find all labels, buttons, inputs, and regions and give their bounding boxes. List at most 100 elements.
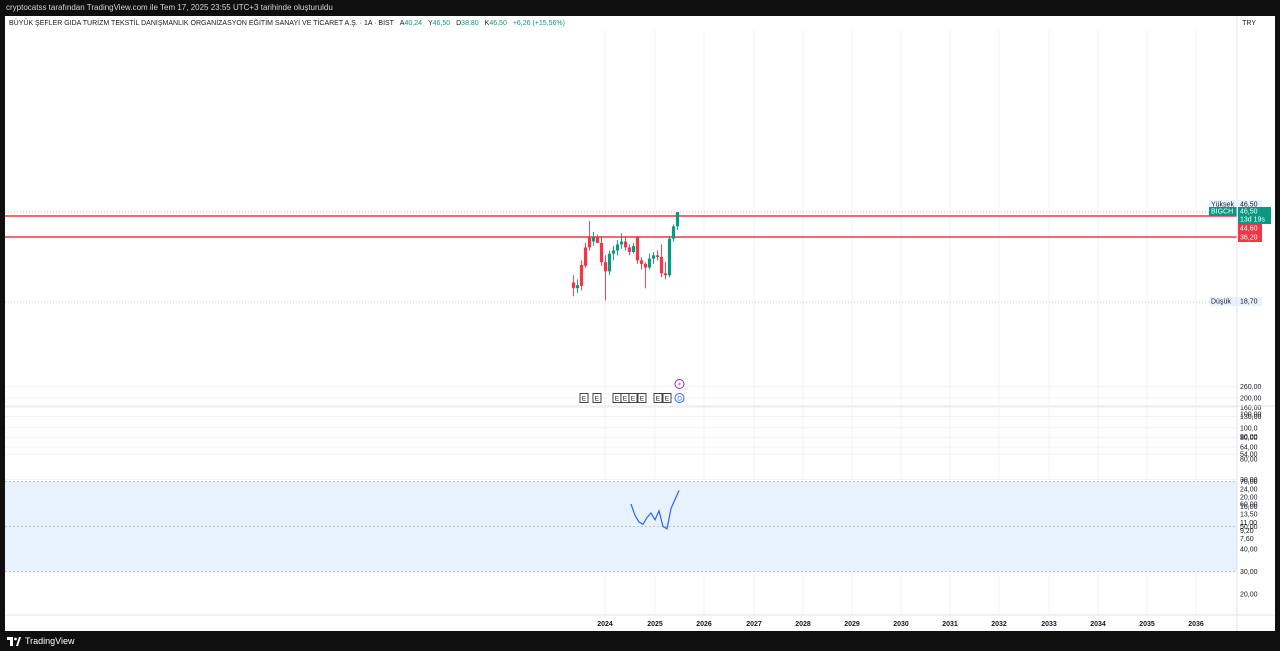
rsi-tick-label: 90,00 [1240,434,1258,441]
low-label-text: Düşük [1211,299,1231,306]
price-tick-label: 64,00 [1240,444,1258,451]
rsi-tick-label: 20,00 [1240,592,1258,599]
candle-body [575,285,580,289]
candle-body [651,255,656,259]
candle-body [659,256,664,274]
earnings-marker [662,393,672,403]
earnings-marker-label: E [656,396,661,403]
candle-body [671,226,676,239]
earnings-marker-label: E [615,396,620,403]
attribution-text: cryptocatss tarafından TradingView.com i… [6,3,333,12]
rsi-tick-label: 50,00 [1240,524,1258,531]
candle-body [635,237,640,261]
high-label: Y [427,20,433,27]
price-tick-label: 260,00 [1240,384,1262,391]
candle [607,250,612,276]
candle-body [619,241,624,245]
earnings-marker-label: E [665,396,670,403]
candle [627,244,632,256]
earnings-marker [592,393,602,403]
candle-body [643,263,648,268]
earnings-marker-label: E [631,396,636,403]
top-attribution-bar: cryptocatss tarafından TradingView.com i… [0,0,1280,16]
earnings-marker [579,393,589,403]
candle-body [611,250,616,254]
candle [599,235,604,266]
level1-tag-text: 44,60 [1240,226,1258,233]
price-tick-label: 20,00 [1240,494,1258,501]
candle-body [655,255,660,257]
time-tick-label: 2033 [1041,621,1057,628]
rsi-tick-label: 40,00 [1240,547,1258,554]
rsi-tick-label: 30,00 [1240,569,1258,576]
candle [675,212,680,230]
time-tick-label: 2026 [696,621,712,628]
open-value: 40,24 [404,20,422,27]
candle-body [675,212,680,227]
candle [647,253,652,270]
candle [615,240,620,256]
high-value-bg [1238,200,1262,209]
rsi-tick-label: 60,00 [1240,502,1258,509]
rsi-tick-label: 80,00 [1240,457,1258,464]
symbol-legend: BÜYÜK ŞEFLER GIDA TURİZM TEKSTİL DANIŞMA… [9,20,565,27]
candle-body [607,253,612,272]
earnings-marker-label: E [623,396,628,403]
price-tick-label: 54,00 [1240,452,1258,459]
change-value: +6,26 (+15,56%) [512,20,565,27]
time-tick-label: 2030 [893,621,909,628]
candle [623,237,628,251]
candle-body [603,262,608,272]
close-value: 46,50 [489,20,507,27]
open-label: A [399,20,405,27]
candle-body [647,258,652,268]
symbol-tag-bg [1209,207,1237,216]
tradingview-logo[interactable]: TradingView [7,631,75,651]
candle-body [667,238,672,276]
bottom-bar: TradingView [0,631,1280,651]
price-tick-label: 80,00 [1240,435,1258,442]
low-value-text: 18,70 [1240,299,1258,306]
candle-body [663,273,668,276]
currency-label[interactable]: TRY [1242,20,1256,27]
high-label-text: Yüksek [1211,202,1234,209]
price-tick-label: 7,60 [1240,536,1254,543]
candle [619,233,624,249]
tradingview-icon [7,636,21,646]
time-tick-label: 2024 [597,621,613,628]
candle-body [595,237,600,243]
low-value: 38,80 [461,20,479,27]
candle-body [615,244,620,251]
candle [603,255,608,301]
candle [587,220,592,251]
candle [671,224,676,242]
candle-body [639,260,644,264]
price-tick-label: 16,00 [1240,504,1258,511]
candle [611,245,616,261]
earnings-marker [653,393,663,403]
last-price-text: 46,50 [1240,209,1258,216]
price-tick-label: 24,00 [1240,487,1258,494]
close-label: K [484,20,490,27]
candle [655,250,660,261]
level2-tag-text: 36,20 [1240,235,1258,242]
candle-body [571,282,576,289]
price-tick-label: 13,50 [1240,511,1258,518]
earnings-marker-label: E [640,396,645,403]
symbol-title: BÜYÜK ŞEFLER GIDA TURİZM TEKSTİL DANIŞMA… [9,20,394,27]
candle [651,252,656,264]
time-tick-label: 2034 [1090,621,1106,628]
time-tick-label: 2036 [1188,621,1204,628]
candle [663,262,668,280]
candle-body [599,242,604,263]
countdown-text: 13d 19s [1240,217,1265,224]
symbol-tag-text: BIGCH [1211,209,1233,216]
tradingview-wordmark: TradingView [25,636,75,646]
price-tick-label: 200,00 [1240,396,1262,403]
level2-tag-bg [1238,233,1262,242]
rsi-tick-label: 70,00 [1240,479,1258,486]
time-tick-label: 2028 [795,621,811,628]
earnings-marker-label: E [582,396,587,403]
price-tick-label: 100,0 [1240,425,1258,432]
